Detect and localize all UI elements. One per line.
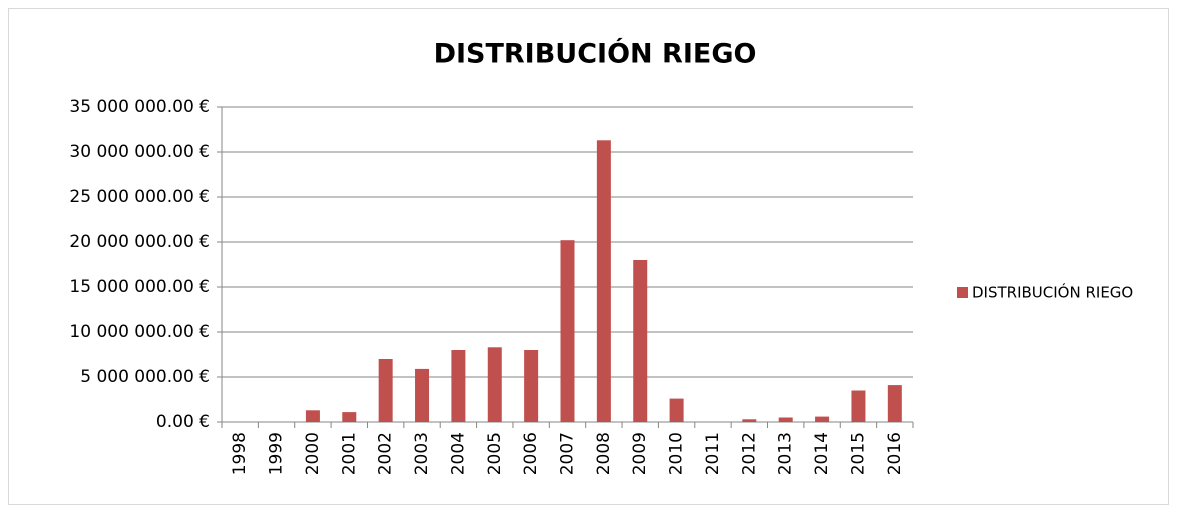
bar [524, 350, 539, 422]
bar [560, 240, 575, 422]
bar [887, 385, 902, 422]
bar [742, 419, 757, 422]
y-tick-label: 30 000 000.00 € [69, 142, 210, 162]
chart-title: DISTRIBUCIÓN RIEGO [434, 38, 757, 70]
x-tick-label: 2006 [521, 432, 541, 475]
bar [851, 390, 866, 422]
y-tick-label: 5 000 000.00 € [80, 367, 210, 387]
bar [305, 410, 320, 422]
x-tick-label: 2008 [594, 432, 614, 475]
x-tick-label: 2013 [776, 432, 796, 475]
x-tick-label: 1998 [230, 432, 250, 475]
bar [451, 350, 466, 422]
legend-label: DISTRIBUCIÓN RIEGO [972, 283, 1133, 302]
x-tick-label: 2010 [667, 432, 687, 475]
y-tick-label: 35 000 000.00 € [69, 97, 210, 117]
y-tick-label: 0.00 € [156, 412, 210, 432]
bar [596, 140, 611, 423]
x-tick-label: 2015 [848, 432, 868, 475]
x-tick-label: 2009 [630, 432, 650, 475]
y-tick-label: 10 000 000.00 € [69, 322, 210, 342]
x-tick-label: 2014 [812, 432, 832, 475]
bar [815, 416, 830, 422]
y-tick-label: 20 000 000.00 € [69, 232, 210, 252]
x-tick-label: 2011 [703, 432, 723, 475]
y-tick-label: 15 000 000.00 € [69, 277, 210, 297]
x-tick-label: 2003 [412, 432, 432, 475]
y-tick-label: 25 000 000.00 € [69, 187, 210, 207]
bar [378, 359, 393, 422]
bar [415, 368, 430, 422]
x-tick-label: 1999 [267, 432, 287, 475]
x-tick-label: 2004 [448, 432, 468, 475]
bar [487, 347, 502, 422]
x-tick-label: 2000 [303, 432, 323, 475]
x-tick-label: 2016 [885, 432, 905, 475]
x-tick-label: 2002 [376, 432, 396, 475]
bar [778, 417, 793, 422]
legend-swatch [957, 287, 968, 298]
bar [342, 412, 357, 422]
x-tick-label: 2005 [485, 432, 505, 475]
bar [669, 398, 684, 422]
x-tick-label: 2012 [739, 432, 759, 475]
x-tick-label: 2001 [339, 432, 359, 475]
bar [633, 260, 648, 422]
x-tick-label: 2007 [558, 432, 578, 475]
